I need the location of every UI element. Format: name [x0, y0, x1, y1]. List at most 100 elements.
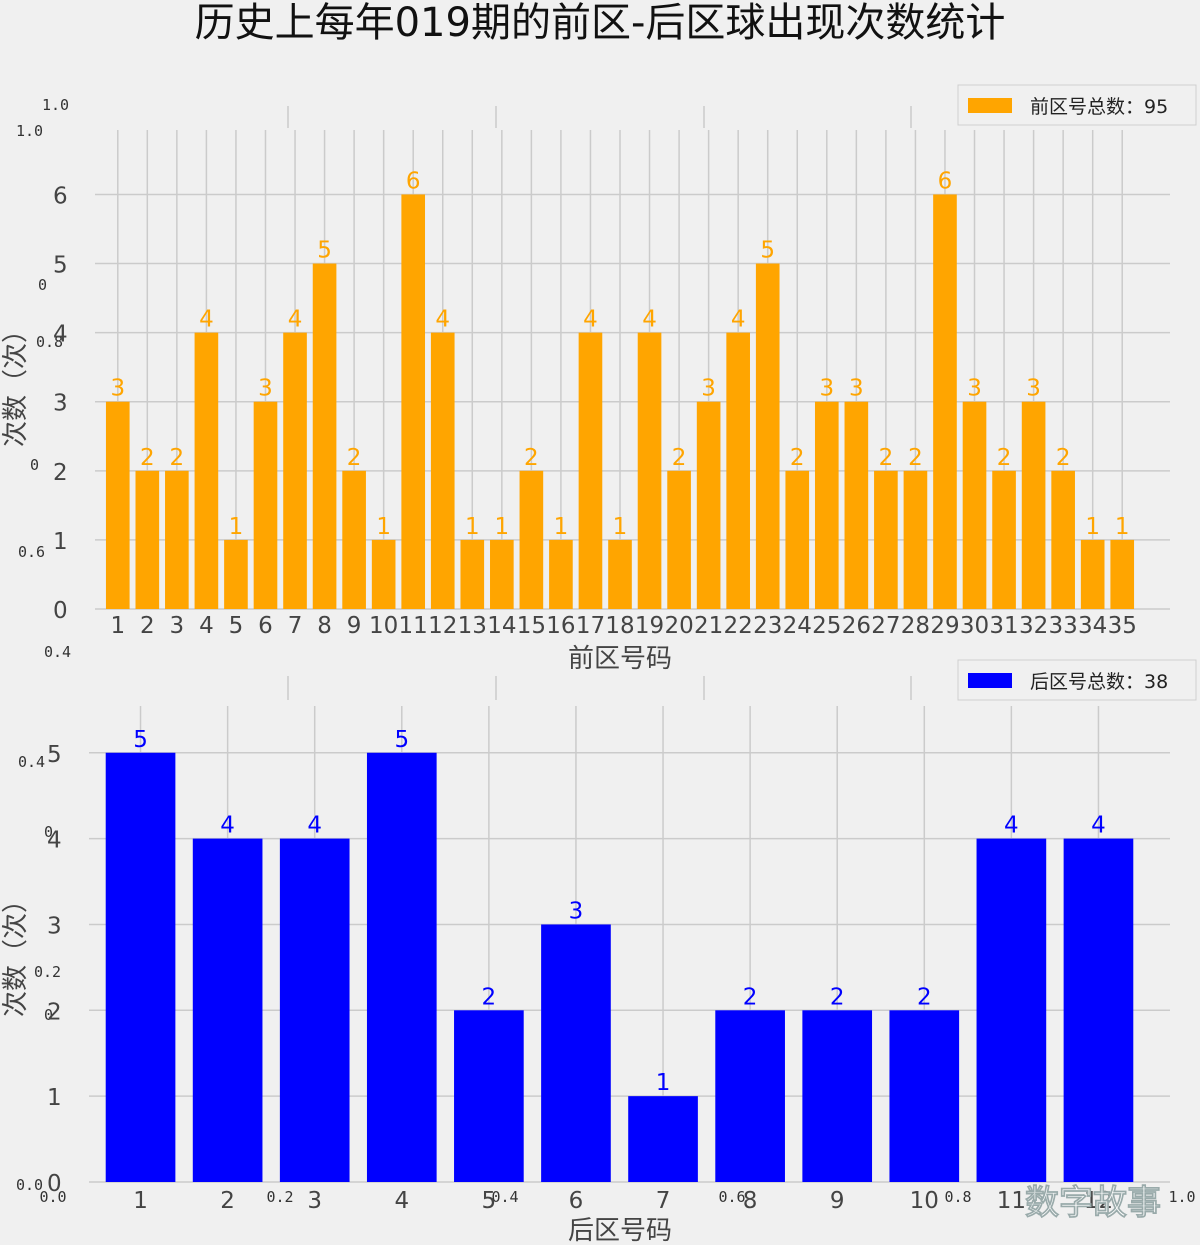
front-data-label: 1 [229, 514, 244, 540]
chart-title: 历史上每年019期的前区-后区球出现次数统计 [195, 0, 1006, 46]
back-x-tick-label: 5 [482, 1188, 497, 1214]
front-bar [667, 470, 691, 609]
front-x-tick-label: 32 [1019, 613, 1048, 639]
ghost-axis-label: 0 [44, 1006, 53, 1024]
front-x-tick-label: 24 [783, 613, 812, 639]
back-x-tick-label: 3 [307, 1188, 322, 1214]
front-data-label: 6 [938, 168, 953, 194]
front-x-tick-label: 13 [458, 613, 487, 639]
front-bar [224, 539, 248, 609]
front-bar [519, 470, 544, 609]
front-bar [755, 263, 780, 609]
front-y-tick-label: 3 [53, 391, 68, 417]
front-x-tick-label: 1 [110, 613, 125, 639]
front-x-tick-label: 2 [140, 613, 155, 639]
back-x-ticks: 1 2 3 4 5 6 7 8 9 10 11 12 [133, 1188, 1113, 1214]
back-bar [802, 1010, 873, 1182]
ghost-axis-label: 0 [44, 823, 53, 841]
front-bars [105, 194, 1135, 610]
front-bar [165, 470, 189, 609]
front-legend-swatch [968, 98, 1012, 113]
back-x-tick-label: 12 [1084, 1188, 1113, 1214]
front-x-tick-label: 35 [1108, 613, 1137, 639]
back-y-ticks: 0 1 2 3 4 5 [47, 742, 62, 1197]
front-data-label: 3 [258, 376, 273, 402]
front-bar [460, 539, 485, 609]
back-x-tick-label: 2 [220, 1188, 235, 1214]
front-x-tick-label: 3 [170, 613, 185, 639]
back-bars [105, 752, 1134, 1182]
ghost-axis-label: 0.4 [18, 753, 45, 771]
front-data-label: 1 [554, 514, 569, 540]
front-x-tick-label: 17 [576, 613, 605, 639]
front-x-tick-label: 26 [842, 613, 871, 639]
front-bar [401, 194, 426, 610]
back-data-label: 4 [307, 813, 322, 839]
front-bar [903, 470, 928, 609]
front-x-tick-label: 23 [753, 613, 782, 639]
front-bar [608, 539, 632, 609]
front-y-tick-label: 0 [53, 598, 68, 624]
front-data-label: 1 [613, 514, 628, 540]
front-data-label: 2 [347, 445, 362, 471]
front-bar [135, 470, 160, 609]
front-bar [105, 401, 130, 609]
ghost-axis-label: 0.2 [34, 963, 61, 981]
ghost-axis-label: 0.8 [36, 333, 63, 351]
front-bar [844, 401, 869, 609]
back-data-label: 4 [220, 813, 235, 839]
front-data-label: 3 [967, 376, 982, 402]
front-bar [696, 401, 721, 609]
back-bar [715, 1010, 785, 1182]
front-data-label: 2 [140, 445, 155, 471]
back-data-label: 3 [569, 898, 584, 924]
back-bar [192, 838, 263, 1182]
front-x-tick-label: 33 [1049, 613, 1078, 639]
front-bar [814, 401, 839, 609]
front-x-axis-label: 前区号码 [568, 644, 672, 674]
front-bar [962, 401, 987, 609]
front-bar [549, 539, 573, 609]
back-data-label: 1 [656, 1070, 671, 1096]
ghost-axis-label: 0.0 [39, 1188, 66, 1206]
back-y-tick-label: 0 [47, 1171, 62, 1197]
back-x-tick-label: 4 [394, 1188, 409, 1214]
front-data-label: 4 [583, 307, 598, 333]
front-x-tick-label: 16 [546, 613, 575, 639]
ghost-axis-label: 1.0 [42, 96, 69, 114]
front-x-tick-label: 9 [347, 613, 362, 639]
back-x-tick-label: 1 [133, 1188, 148, 1214]
ghost-axis-label: 0.6 [718, 1188, 745, 1206]
front-bar [253, 401, 278, 609]
front-data-label: 2 [879, 445, 894, 471]
front-y-tick-label: 5 [53, 253, 68, 279]
front-x-tick-label: 27 [871, 613, 900, 639]
front-x-tick-label: 12 [428, 613, 457, 639]
front-data-label: 2 [1056, 445, 1071, 471]
front-data-label: 4 [435, 307, 450, 333]
front-data-label: 2 [170, 445, 185, 471]
front-bar [1051, 470, 1075, 609]
front-bar [933, 194, 957, 610]
front-x-ticks: 1 2 3 4 5 6 7 8 9 10 11 12 13 14 15 16 17 18 19 20 21 22 23 24 2… [110, 613, 1136, 639]
front-x-tick-label: 19 [635, 613, 664, 639]
front-data-label: 1 [495, 514, 510, 540]
front-x-tick-label: 15 [517, 613, 546, 639]
front-bar [578, 332, 603, 609]
front-y-ticks: 0 1 2 3 4 5 6 [53, 183, 68, 624]
back-data-label: 2 [830, 984, 845, 1010]
front-x-tick-label: 10 [369, 613, 398, 639]
back-x-tick-label: 6 [569, 1188, 584, 1214]
front-bar [312, 263, 337, 609]
front-bar [992, 470, 1016, 609]
back-data-labels: 5 4 4 5 2 3 1 2 2 2 4 4 [133, 727, 1106, 1096]
front-data-label: 1 [465, 514, 480, 540]
front-bar [194, 332, 219, 609]
back-data-label: 4 [1091, 813, 1106, 839]
front-data-label: 4 [288, 307, 303, 333]
watermark: 数字故事 [1025, 1183, 1161, 1223]
back-legend-swatch [968, 673, 1012, 688]
back-data-label: 5 [133, 727, 148, 753]
